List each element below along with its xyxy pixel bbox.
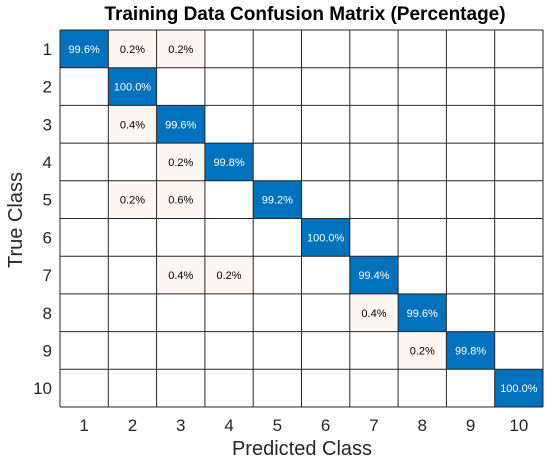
matrix-cell — [156, 30, 205, 68]
cell-value-label: 0.2% — [410, 345, 435, 357]
y-tick-labels: 1 2 3 4 5 6 7 8 9 10 — [33, 40, 52, 398]
cell-value-label: 0.4% — [361, 308, 386, 320]
matrix-cell — [446, 331, 495, 370]
matrix-cell — [108, 67, 157, 106]
y-tick-label: 1 — [43, 40, 52, 59]
cell-labels-layer: 99.6% 0.2% 0.2% 100.0% 0.4% 99.6% 0.2% 99.8% 0.2… — [69, 44, 538, 395]
matrix-cell — [253, 180, 302, 219]
x-tick-label: 6 — [321, 416, 330, 435]
cell-value-label: 100.0% — [500, 383, 538, 395]
y-tick-label: 6 — [43, 228, 52, 247]
cell-value-label: 0.2% — [168, 157, 193, 169]
y-axis-label: True Class — [5, 172, 27, 268]
matrix-cell — [349, 256, 399, 294]
x-tick-label: 3 — [176, 416, 185, 435]
y-tick-label: 4 — [43, 153, 52, 172]
chart-title: Training Data Confusion Matrix (Percenta… — [104, 4, 505, 25]
y-tick-label: 2 — [43, 78, 52, 97]
matrix-cell — [156, 143, 205, 181]
x-tick-label: 9 — [466, 416, 475, 435]
cell-value-label: 0.2% — [120, 44, 145, 56]
matrix-cell — [398, 293, 447, 332]
x-tick-label: 7 — [369, 416, 378, 435]
grid-layer — [59, 29, 544, 408]
cell-value-label: 0.6% — [168, 195, 193, 207]
cell-value-label: 0.2% — [217, 270, 242, 282]
x-axis-label: Predicted Class — [232, 438, 372, 460]
y-tick-label: 5 — [43, 191, 52, 210]
cell-value-label: 99.6% — [69, 44, 100, 56]
matrix-cell — [301, 218, 350, 257]
y-tick-label: 3 — [43, 115, 52, 134]
cell-value-label: 100.0% — [114, 82, 152, 94]
x-tick-label: 4 — [224, 416, 233, 435]
matrix-cell — [108, 105, 157, 144]
y-tick-label: 7 — [43, 266, 52, 285]
x-tick-label: 2 — [128, 416, 137, 435]
cell-value-label: 99.6% — [165, 119, 196, 131]
matrix-cell — [494, 369, 543, 407]
matrix-cell — [156, 180, 205, 219]
y-tick-label: 9 — [43, 341, 52, 360]
x-tick-label: 8 — [418, 416, 427, 435]
y-tick-label: 8 — [43, 304, 52, 323]
y-tick-label: 10 — [33, 379, 52, 398]
cell-value-label: 0.2% — [168, 44, 193, 56]
matrix-cell — [156, 105, 205, 144]
cell-value-label: 99.2% — [262, 195, 293, 207]
x-tick-label: 10 — [509, 416, 528, 435]
cell-value-label: 99.4% — [358, 270, 389, 282]
cell-value-label: 100.0% — [307, 232, 345, 244]
matrix-cell — [349, 293, 399, 332]
matrix-cell — [204, 143, 254, 181]
matrix-cell — [156, 256, 205, 294]
cell-value-label: 99.6% — [407, 308, 438, 320]
x-tick-label: 5 — [273, 416, 282, 435]
matrix-cell — [60, 30, 109, 68]
x-tick-labels: 1 2 3 4 5 6 7 8 9 10 — [79, 416, 528, 435]
matrix-cell — [108, 180, 157, 219]
matrix-cell — [398, 331, 447, 370]
cell-value-label: 99.8% — [213, 157, 244, 169]
x-tick-label: 1 — [79, 416, 88, 435]
cell-value-label: 0.2% — [120, 195, 145, 207]
matrix-cell — [108, 30, 157, 68]
cell-value-label: 0.4% — [168, 270, 193, 282]
cell-value-label: 99.8% — [455, 345, 486, 357]
matrix-cell — [204, 256, 254, 294]
cell-value-label: 0.4% — [120, 119, 145, 131]
